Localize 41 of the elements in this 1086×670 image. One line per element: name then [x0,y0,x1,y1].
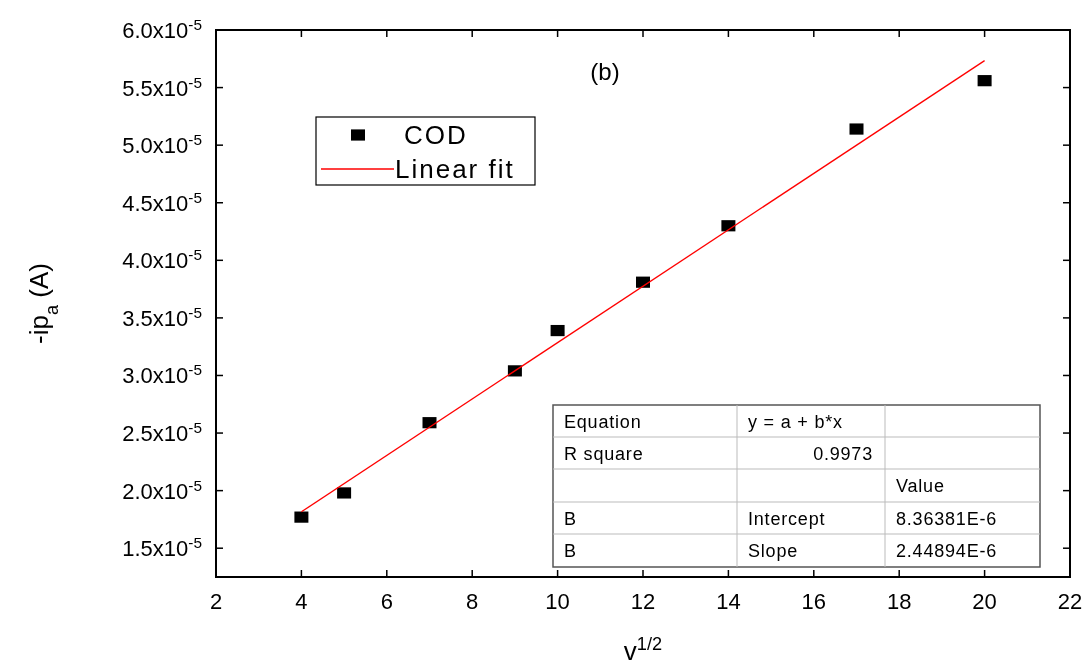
point [849,123,864,135]
annotation: R square [564,444,644,464]
y-tick-label: 1.5x10$^{-5}$ [122,533,202,562]
legend-label: COD [404,120,468,150]
x-tick-label: 18 [886,589,912,614]
y-tick-label: 3.0x10$^{-5}$ [122,360,202,389]
point [977,75,992,87]
legend-label: Linear fit [395,154,515,184]
point [337,487,352,499]
annotation: 2.44894E-6 [896,541,998,561]
x-tick-label: 16 [801,589,827,614]
x-tick-label: 12 [630,589,656,614]
x-tick-label: 4 [295,589,308,614]
annotation: B [564,509,577,529]
x-tick-label: 22 [1057,589,1083,614]
x-tick-label: 2 [209,589,223,614]
x-tick-label: 10 [545,589,570,614]
text: (b) [590,58,620,85]
x-tick-label: 20 [972,589,997,614]
annotation: 0.9973 [813,444,873,464]
x-axis-title: v$^{1/2}$ [623,634,663,666]
annotation: Intercept [748,509,826,529]
y-tick-label: 4.5x10$^{-5}$ [122,188,202,216]
y-tick-label: 5.0x10$^{-5}$ [122,130,202,159]
y-tick-label: 4.0x10$^{-5}$ [122,245,202,274]
y-tick-label: 6.0x10$^{-5}$ [122,15,202,43]
y-tick-label: 3.5x10$^{-5}$ [122,303,202,331]
annotation: 8.36381E-6 [896,509,998,529]
x-tick-label: 6 [380,589,393,614]
x-tick-label: 14 [716,589,741,614]
y-tick-label: 2.5x10$^{-5}$ [122,418,202,447]
x-tick-label: 8 [466,589,479,614]
annotation: y = a + b*x [748,412,843,432]
annotation: Equation [564,412,642,432]
point [550,324,565,337]
y-tick-label: 5.5x10$^{-5}$ [122,73,202,101]
y-tick-label: 2.0x10$^{-5}$ [122,476,202,504]
point [294,511,309,523]
annotation: Value [896,476,945,496]
annotation: Slope [748,541,799,561]
annotation: B [564,541,577,561]
